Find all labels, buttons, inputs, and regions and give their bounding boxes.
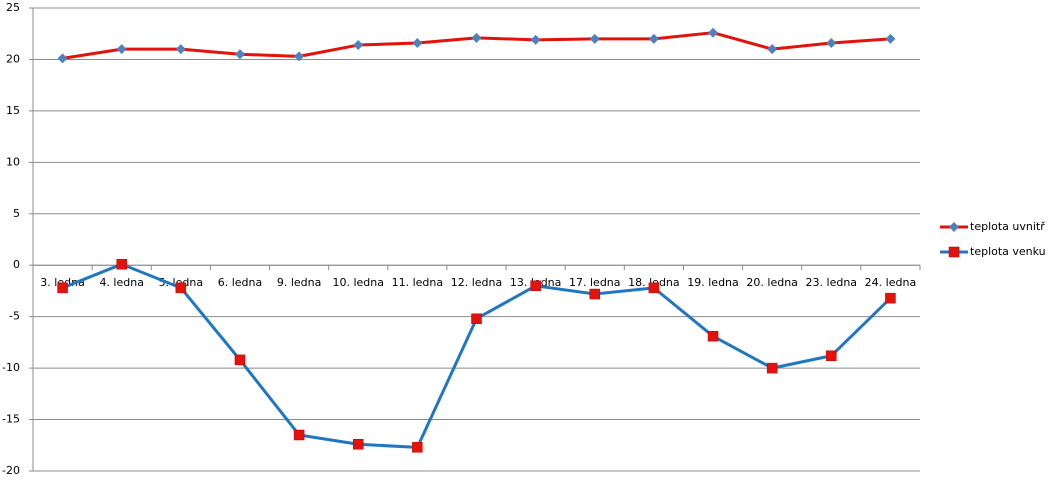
marker — [826, 37, 837, 48]
marker — [648, 282, 660, 294]
marker — [412, 37, 423, 48]
marker — [885, 292, 896, 304]
x-tick-label: 6. ledna — [218, 276, 263, 289]
marker — [767, 44, 778, 55]
marker — [116, 44, 127, 55]
marker — [175, 44, 186, 55]
y-tick-label: 5 — [13, 207, 20, 220]
legend-label: teplota venku — [970, 245, 1046, 258]
marker — [234, 49, 245, 60]
marker — [353, 40, 364, 51]
x-tick-label: 20. ledna — [746, 276, 798, 289]
y-tick-label: -10 — [2, 361, 20, 374]
x-tick-label: 4. ledna — [99, 276, 144, 289]
marker — [766, 362, 778, 374]
x-tick-label: 24. ledna — [865, 276, 917, 289]
marker — [471, 32, 482, 43]
x-tick-label: 23. ledna — [806, 276, 858, 289]
marker — [530, 34, 541, 45]
y-tick-label: 0 — [13, 258, 20, 271]
legend-label: teplota uvnitř — [970, 220, 1045, 233]
y-tick-label: 20 — [6, 52, 20, 65]
marker — [589, 288, 601, 300]
x-tick-label: 11. ledna — [392, 276, 444, 289]
legend-marker — [948, 246, 960, 258]
marker — [293, 429, 305, 441]
marker — [294, 51, 305, 62]
x-tick-label: 19. ledna — [687, 276, 739, 289]
y-tick-label: 25 — [6, 1, 20, 14]
marker — [530, 280, 541, 292]
marker — [412, 442, 423, 453]
marker — [707, 330, 719, 342]
x-tick-label: 10. ledna — [332, 276, 384, 289]
y-tick-label: -20 — [2, 464, 20, 477]
legend-marker — [949, 222, 959, 232]
x-tick-label: 12. ledna — [451, 276, 503, 289]
x-tick-label: 9. ledna — [277, 276, 322, 289]
marker — [57, 282, 68, 294]
y-tick-label: 10 — [6, 155, 20, 168]
marker — [648, 33, 659, 44]
marker — [471, 313, 482, 324]
x-tick-label: 17. ledna — [569, 276, 621, 289]
marker — [175, 282, 187, 294]
marker — [826, 350, 837, 362]
marker — [885, 33, 896, 44]
marker — [708, 27, 719, 38]
y-tick-label: -15 — [2, 413, 20, 426]
marker — [116, 258, 127, 270]
y-tick-label: -5 — [9, 310, 20, 323]
marker — [57, 53, 68, 64]
marker — [352, 438, 364, 450]
marker — [234, 354, 246, 366]
marker — [589, 33, 600, 44]
y-tick-label: 15 — [6, 104, 20, 117]
